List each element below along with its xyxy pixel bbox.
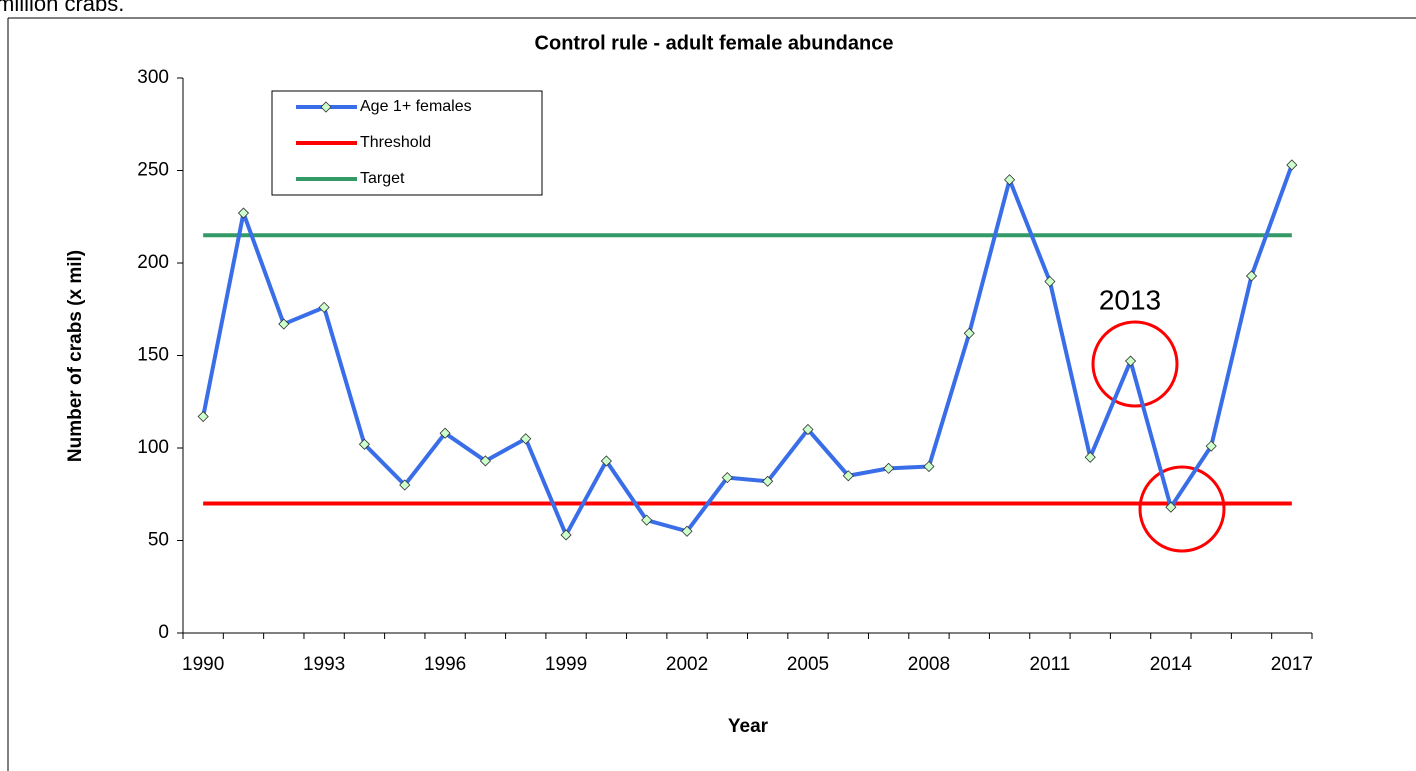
data-point (560, 529, 572, 541)
y-tick-label: 150 (137, 345, 169, 366)
y-tick-label: 300 (137, 67, 169, 88)
x-tick-label: 2014 (1150, 654, 1193, 675)
data-point (842, 470, 854, 482)
annotation: 2013 (1099, 284, 1161, 315)
data-point (1205, 440, 1217, 452)
legend-label: Age 1+ females (360, 98, 472, 115)
y-tick-label: 200 (137, 252, 169, 273)
data-point (1084, 451, 1096, 463)
data-point (762, 475, 774, 487)
data-point (479, 455, 491, 467)
data-point (923, 460, 935, 473)
data-point (963, 327, 975, 339)
data-point (1286, 159, 1298, 171)
data-point (600, 455, 612, 467)
data-point (1165, 501, 1177, 513)
data-point (439, 427, 451, 439)
x-axis-title: Year (728, 716, 769, 737)
x-tick-label: 1996 (424, 654, 466, 675)
data-point (681, 525, 693, 537)
y-tick-label: 250 (137, 160, 169, 181)
x-tick-label: 2005 (787, 654, 829, 675)
data-point (1044, 275, 1056, 288)
highlight-circle (1138, 465, 1226, 553)
data-point (520, 433, 532, 445)
y-tick-label: 100 (137, 437, 169, 458)
x-tick-label: 2008 (908, 654, 950, 675)
y-tick-label: 50 (148, 530, 169, 551)
legend-label: Target (360, 170, 405, 187)
data-point (237, 207, 250, 219)
y-axis-title: Number of crabs (x mil) (65, 250, 86, 462)
data-point (802, 423, 814, 436)
x-tick-label: 2011 (1029, 654, 1070, 675)
data-point (278, 318, 290, 330)
data-point (1124, 355, 1137, 367)
data-point (318, 301, 330, 313)
data-point (358, 438, 371, 450)
data-point (1004, 174, 1016, 186)
x-tick-label: 1993 (303, 654, 345, 675)
legend-label: Threshold (360, 134, 431, 151)
data-point (641, 514, 653, 526)
chart-title: Control rule - adult female abundance (535, 32, 894, 54)
series-line (201, 164, 1294, 537)
highlight-circle (1091, 320, 1179, 408)
page-text: million crabs. (0, 0, 124, 16)
x-tick-label: 1999 (545, 654, 587, 675)
data-point (1245, 270, 1258, 282)
data-point (197, 410, 209, 423)
data-point (721, 472, 733, 484)
y-tick-label: 0 (158, 622, 169, 643)
x-tick-label: 2017 (1271, 654, 1313, 675)
x-tick-label: 2002 (666, 654, 708, 675)
legend-marker (320, 101, 332, 113)
x-tick-label: 1990 (182, 654, 224, 675)
data-point (883, 462, 895, 474)
data-point (399, 479, 411, 491)
